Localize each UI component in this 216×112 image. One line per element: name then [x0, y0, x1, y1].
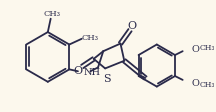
Text: CH₃: CH₃: [200, 80, 215, 88]
Text: O: O: [191, 44, 199, 53]
Text: O: O: [73, 66, 82, 76]
Text: CH₃: CH₃: [200, 44, 215, 52]
Text: S: S: [103, 73, 111, 83]
Text: CH₃: CH₃: [82, 34, 99, 41]
Text: CH₃: CH₃: [43, 10, 60, 18]
Text: NH: NH: [84, 67, 101, 76]
Text: O: O: [127, 21, 137, 31]
Text: O: O: [191, 79, 199, 87]
